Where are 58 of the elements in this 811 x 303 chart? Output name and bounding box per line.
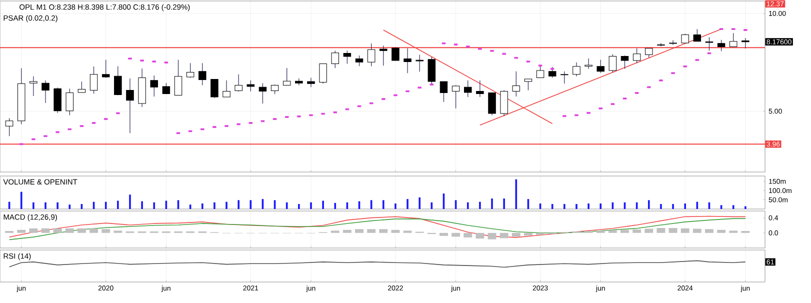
candlestick (30, 76, 38, 96)
candlestick (174, 59, 182, 96)
candlestick (126, 78, 134, 134)
candlestick (416, 54, 424, 72)
candlestick (560, 71, 568, 84)
candlestick (548, 66, 556, 78)
candlestick (572, 62, 580, 77)
candlestick (186, 62, 194, 78)
candlestick (319, 63, 327, 84)
candlestick (380, 45, 388, 66)
candlestick (428, 56, 436, 86)
candlestick (42, 80, 50, 104)
candlestick (367, 43, 376, 66)
candlestick (150, 75, 158, 97)
candlestick (114, 66, 122, 96)
candlestick (258, 82, 267, 104)
candlestick (270, 84, 279, 95)
candlestick (657, 42, 665, 47)
candlestick (222, 80, 230, 98)
candlestick (512, 71, 520, 97)
candlestick (5, 118, 14, 136)
candlestick (102, 59, 110, 78)
candlestick (620, 55, 629, 70)
candlestick (392, 46, 400, 61)
candlestick (681, 33, 689, 44)
candlestick (705, 36, 714, 51)
candlestick (596, 59, 604, 74)
candlestick (246, 80, 255, 92)
candlestick (500, 90, 508, 116)
candlestick (669, 40, 677, 46)
candlestick (464, 80, 472, 98)
candlestick (584, 58, 592, 70)
candlestick (645, 48, 653, 58)
candlestick (608, 54, 617, 73)
candlestick (742, 38, 750, 49)
candlestick (66, 88, 74, 116)
candlestick (404, 48, 412, 74)
candlestick (355, 55, 364, 66)
candlestick (210, 78, 218, 98)
candlestick (632, 48, 641, 64)
candlestick (234, 74, 242, 92)
candlestick (331, 50, 339, 68)
candlestick (476, 80, 484, 98)
candlestick (54, 87, 62, 114)
candlestick (524, 78, 532, 91)
candlestick (717, 40, 726, 52)
candlestick (307, 77, 315, 88)
candlestick (536, 65, 544, 78)
candlestick (440, 81, 448, 102)
candlestick (452, 84, 460, 109)
candlestick (282, 68, 291, 86)
candlestick (693, 28, 702, 42)
candlestick (90, 66, 98, 94)
candlestick (198, 62, 206, 86)
candlestick (78, 81, 86, 93)
candlestick (343, 50, 352, 64)
candlestick (729, 32, 738, 47)
candlestick (488, 92, 496, 116)
